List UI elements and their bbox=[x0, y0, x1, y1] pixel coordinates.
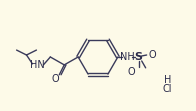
Text: O: O bbox=[52, 74, 59, 84]
Text: HN: HN bbox=[30, 60, 45, 70]
Text: O: O bbox=[128, 67, 136, 77]
Text: O: O bbox=[149, 50, 156, 60]
Text: Cl: Cl bbox=[163, 84, 172, 94]
Text: NH: NH bbox=[120, 52, 135, 62]
Text: S: S bbox=[135, 52, 143, 62]
Text: H: H bbox=[164, 75, 171, 85]
